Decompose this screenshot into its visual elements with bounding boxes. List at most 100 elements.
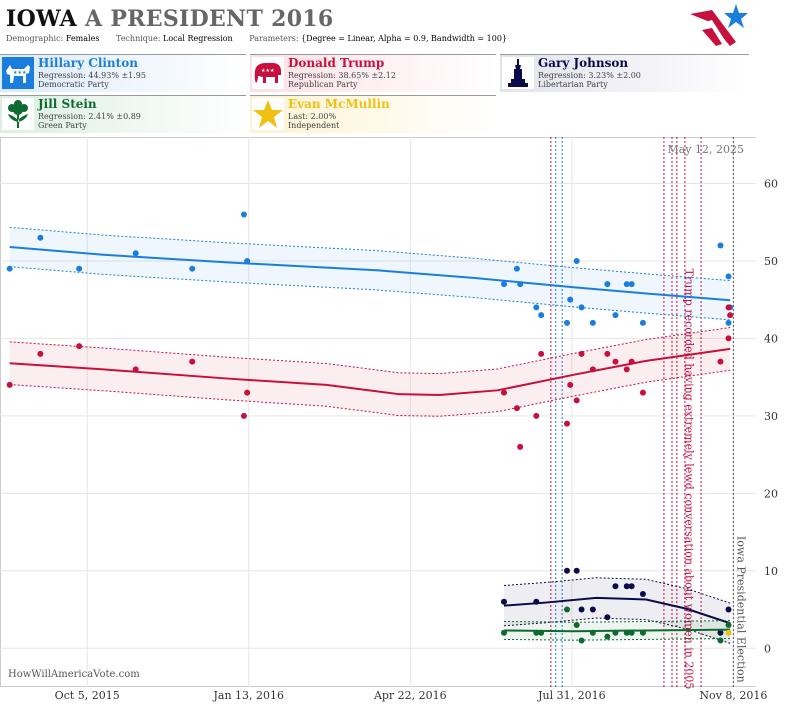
hillary-clinton-poll-point (244, 257, 251, 264)
candidate-party: Libertarian Party (538, 80, 608, 89)
donald-trump-poll-point (564, 420, 570, 427)
hillary-clinton-poll-point (612, 312, 619, 319)
hillary-clinton-poll-point (573, 257, 580, 264)
y-tick-label: 10 (764, 565, 778, 578)
hillary-clinton-poll-point (6, 265, 13, 272)
jill-stein-poll-point (604, 633, 611, 640)
hillary-clinton-poll-point (501, 281, 507, 288)
donald-trump-poll-point (513, 405, 520, 412)
evan-mcmullin-poll-point (725, 629, 732, 636)
event-annotation: Trump recorded having extremely lewd con… (683, 269, 696, 690)
technique-label: Technique: (115, 34, 161, 43)
jill-stein-trend-line (503, 628, 731, 633)
donald-trump-upper-bound (9, 327, 731, 375)
x-tick-label: Oct 5, 2015 (55, 689, 120, 702)
jill-stein-upper-bound (503, 620, 731, 623)
jill-stein-poll-point (589, 629, 596, 636)
donald-trump-confidence-band (9, 327, 731, 417)
elephant-icon: ★★★ (252, 57, 284, 89)
svg-text:★★★: ★★★ (13, 70, 27, 76)
gary-johnson-poll-point (628, 583, 635, 590)
donald-trump-poll-point (717, 358, 724, 365)
plot-frame (0, 137, 756, 687)
candidate-name: Evan McMullin (288, 97, 390, 111)
y-tick-label: 0 (764, 642, 771, 655)
candidate-card-trump[interactable]: ★★★ Donald Trump Regression: 38.65% ±2.1… (250, 54, 496, 92)
gary-johnson-poll-point (578, 606, 585, 613)
statue-of-liberty-icon (502, 57, 534, 89)
jill-stein-poll-point (639, 629, 646, 636)
hillary-clinton-poll-point (517, 281, 524, 288)
donald-trump-poll-point (612, 358, 619, 365)
donald-trump-poll-point (639, 389, 646, 396)
source-credit[interactable]: HowWillAmericaVote.com (8, 669, 140, 680)
candidate-regression: Regression: 38.65% ±2.12 (288, 71, 396, 80)
hillary-clinton-poll-point (639, 319, 646, 326)
hillary-clinton-poll-point (623, 281, 630, 288)
jill-stein-poll-point (717, 637, 724, 644)
gary-johnson-poll-point (612, 583, 619, 590)
donald-trump-poll-point (240, 412, 247, 419)
candidate-card-clinton[interactable]: ★★★ Hillary Clinton Regression: 44.93% ±… (0, 54, 246, 92)
donald-trump-poll-point (589, 366, 596, 373)
event-annotation: Iowa Presidential Election (734, 536, 747, 683)
donald-trump-poll-point (727, 312, 734, 319)
candidate-regression: Last: 2.00% (288, 112, 337, 121)
donald-trump-poll-point (517, 443, 524, 450)
gary-johnson-upper-bound (503, 577, 731, 604)
x-tick-label: Apr 22, 2016 (373, 689, 447, 702)
gary-johnson-poll-point (639, 591, 646, 598)
hillary-clinton-poll-point (717, 242, 724, 249)
hillary-clinton-poll-point (538, 312, 545, 319)
flower-icon (2, 98, 34, 130)
gary-johnson-poll-point (501, 598, 507, 605)
candidate-party: Green Party (38, 121, 87, 130)
donald-trump-poll-point (623, 366, 630, 373)
hillary-clinton-poll-point (567, 296, 574, 303)
candidate-card-stein[interactable]: Jill Stein Regression: 2.41% ±0.89 Green… (0, 95, 246, 133)
candidate-card-johnson[interactable]: Gary Johnson Regression: 3.23% ±2.00 Lib… (500, 54, 749, 92)
hillary-clinton-upper-bound (9, 226, 731, 282)
y-tick-label: 30 (764, 410, 778, 423)
candidate-cards: ★★★ Hillary Clinton Regression: 44.93% ±… (0, 54, 749, 134)
hillary-clinton-poll-point (604, 281, 611, 288)
hillary-clinton-poll-point (564, 319, 570, 326)
donald-trump-poll-point (533, 412, 540, 419)
date-label: May 12, 2025 (667, 143, 744, 156)
hillary-clinton-poll-point (725, 319, 732, 326)
gary-johnson-poll-point (623, 583, 630, 590)
gary-johnson-poll-point (573, 567, 580, 574)
candidate-regression: Regression: 3.23% ±2.00 (538, 71, 641, 80)
donald-trump-poll-point (578, 350, 585, 357)
jill-stein-poll-point (573, 622, 580, 629)
jill-stein-poll-point (628, 629, 635, 636)
donald-trump-poll-point (573, 397, 580, 404)
jill-stein-poll-point (564, 606, 570, 613)
demographic-label: Demographic: (6, 34, 64, 43)
donald-trump-poll-point (189, 358, 196, 365)
donald-trump-poll-point (501, 389, 507, 396)
star-icon (252, 98, 284, 130)
hillary-clinton-poll-point (578, 304, 585, 311)
donald-trump-lower-bound (9, 369, 731, 417)
hillary-clinton-poll-point (76, 265, 83, 272)
site-logo-icon[interactable] (690, 2, 750, 50)
y-tick-label: 60 (764, 177, 778, 190)
candidate-card-mcmullin[interactable]: Evan McMullin Last: 2.00% Independent (250, 95, 496, 133)
jill-stein-poll-point (578, 637, 585, 644)
donald-trump-poll-point (628, 358, 635, 365)
donald-trump-poll-point (37, 350, 44, 357)
jill-stein-poll-point (623, 629, 630, 636)
technique-value: Local Regression (163, 34, 233, 43)
hillary-clinton-poll-point (628, 281, 635, 288)
candidate-name: Jill Stein (38, 97, 97, 111)
gary-johnson-poll-point (564, 567, 570, 574)
donald-trump-poll-point (567, 381, 574, 388)
hillary-clinton-trend-line (9, 246, 731, 302)
donald-trump-poll-point (604, 350, 611, 357)
candidate-name: Donald Trump (288, 56, 385, 70)
donald-trump-poll-point (725, 335, 732, 342)
race-name: A PRESIDENT 2016 (85, 6, 334, 32)
x-tick-label: Jan 13, 2016 (212, 689, 284, 702)
donald-trump-trend-line (9, 347, 731, 396)
